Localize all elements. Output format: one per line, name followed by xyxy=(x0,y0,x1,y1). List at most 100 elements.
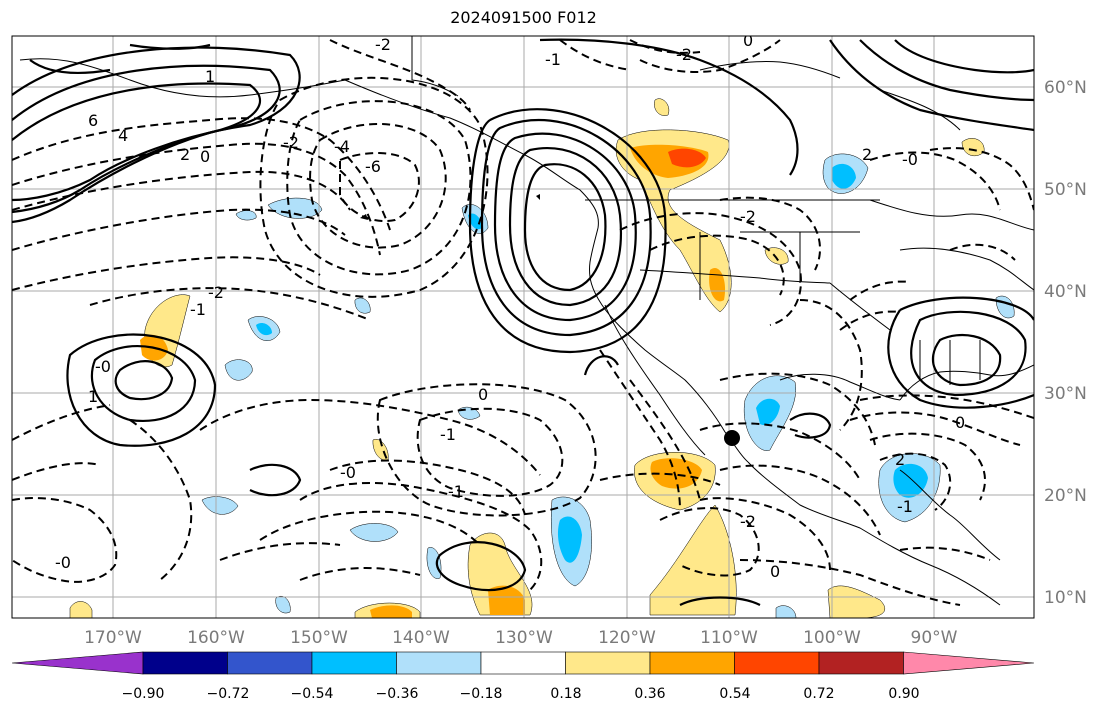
lat-tick-label: 40°N xyxy=(1044,282,1087,302)
contour-label: -2 xyxy=(283,133,299,152)
lon-tick-label: 130°W xyxy=(495,628,553,648)
contour-label: -0 xyxy=(95,357,111,376)
contour-label: -1 xyxy=(440,425,456,444)
colorbar-cell xyxy=(903,651,1035,675)
colorbar-label: 0.54 xyxy=(719,686,750,702)
contour-label: -1 xyxy=(545,50,561,69)
lon-tick-label: 100°W xyxy=(803,628,861,648)
contour-label: 0 xyxy=(478,385,488,404)
contour-label: -1 xyxy=(448,482,464,501)
contour-label: 0 xyxy=(200,147,210,166)
lon-tick-label: 170°W xyxy=(84,628,142,648)
anomaly-patch xyxy=(832,163,856,189)
colorbar-cell xyxy=(565,651,651,675)
colorbar-label: 0.90 xyxy=(888,686,919,702)
colorbar-label: −0.36 xyxy=(376,686,419,702)
contour-label: -4 xyxy=(334,137,350,156)
contour-label: 2 xyxy=(862,145,872,164)
colorbar-cell xyxy=(311,651,397,675)
colorbar-cell xyxy=(649,651,735,675)
contour-label: -2 xyxy=(375,35,391,54)
colorbar-cell xyxy=(734,651,820,675)
colorbar-cell xyxy=(227,651,313,675)
anomaly-patch xyxy=(267,197,323,219)
contour-label: 0 xyxy=(743,31,753,50)
lon-tick-label: 120°W xyxy=(598,628,656,648)
contour-label: -2 xyxy=(676,45,692,64)
colorbar-cells xyxy=(11,651,1035,675)
anomaly-patch xyxy=(468,213,482,230)
contour-label: 2 xyxy=(180,145,190,164)
lat-tick-label: 60°N xyxy=(1044,78,1087,98)
lon-tick-label: 90°W xyxy=(911,628,958,648)
anomaly-patch xyxy=(668,148,706,168)
contour-label: -2 xyxy=(208,283,224,302)
anomaly-patch xyxy=(256,322,272,336)
colorbar-cell xyxy=(818,651,904,675)
colorbar: −0.90 −0.72 −0.54 −0.36 −0.18 0.18 0.36 … xyxy=(11,651,1035,702)
small-features xyxy=(360,194,740,446)
colorbar-label: −0.72 xyxy=(207,686,250,702)
anomaly-patch xyxy=(354,297,371,314)
colorbar-label: −0.54 xyxy=(291,686,334,702)
anomaly-patch xyxy=(775,605,797,618)
lon-tick-label: 160°W xyxy=(187,628,245,648)
anomaly-patch xyxy=(488,585,525,615)
contour-label: -1 xyxy=(190,300,206,319)
anomaly-patch xyxy=(201,496,239,515)
lat-tick-label: 50°N xyxy=(1044,180,1087,200)
contour-label: -0 xyxy=(340,463,356,482)
colorbar-label: −0.18 xyxy=(460,686,503,702)
shaded-anomalies xyxy=(69,98,1015,618)
colorbar-cell xyxy=(11,651,144,675)
anomaly-patch xyxy=(756,398,780,426)
contour-label: 6 xyxy=(88,111,98,130)
colorbar-label: 0.18 xyxy=(550,686,581,702)
contour-labels: 6 4 2 0 -2 -4 -6 -2 -1 -2 1 0 -0 -1 -2 2… xyxy=(55,31,965,581)
contour-label: 2 xyxy=(895,450,905,469)
contour-label: -2 xyxy=(740,207,756,226)
contour-label: -2 xyxy=(740,512,756,531)
anomaly-patch xyxy=(654,98,670,116)
lat-tick-label: 10°N xyxy=(1044,588,1087,608)
lon-tick-label: 140°W xyxy=(392,628,450,648)
contour-label: -0 xyxy=(902,150,918,169)
anomaly-patch xyxy=(370,605,412,618)
anomaly-patch xyxy=(349,523,399,542)
anomaly-patch xyxy=(709,268,726,302)
colorbar-cell xyxy=(142,651,228,675)
anomaly-patch xyxy=(893,463,928,498)
contour-label: 4 xyxy=(118,126,128,145)
latitude-ticks: 60°N 50°N 40°N 30°N 20°N 10°N xyxy=(1044,78,1087,608)
anomaly-patch xyxy=(235,210,257,221)
anomaly-patch xyxy=(557,516,582,563)
anomaly-patch xyxy=(764,247,789,265)
map-area: 6 4 2 0 -2 -4 -6 -2 -1 -2 1 0 -0 -1 -2 2… xyxy=(12,31,1034,618)
contour-label: -6 xyxy=(365,157,381,176)
anomaly-patch xyxy=(426,547,442,579)
colorbar-labels: −0.90 −0.72 −0.54 −0.36 −0.18 0.18 0.36 … xyxy=(122,686,920,702)
lat-tick-label: 20°N xyxy=(1044,486,1087,506)
map-title: 2024091500 F012 xyxy=(450,8,597,27)
anomaly-patch xyxy=(650,458,702,489)
solid-contours xyxy=(12,38,1034,606)
colorbar-label: 0.36 xyxy=(634,686,665,702)
lon-tick-label: 150°W xyxy=(290,628,348,648)
contour-label: 1 xyxy=(205,67,215,86)
contour-label: 1 xyxy=(88,387,98,406)
colorbar-label: 0.72 xyxy=(803,686,834,702)
contour-label: -1 xyxy=(897,497,913,516)
lon-tick-label: 110°W xyxy=(700,628,758,648)
dashed-contours xyxy=(12,39,1034,606)
colorbar-label: −0.90 xyxy=(122,686,165,702)
map-frame xyxy=(11,35,1035,619)
anomaly-patch xyxy=(224,359,253,381)
colorbar-cell xyxy=(396,651,482,675)
lat-tick-label: 30°N xyxy=(1044,384,1087,404)
longitude-ticks: 170°W 160°W 150°W 140°W 130°W 120°W 110°… xyxy=(84,628,958,648)
colorbar-cell xyxy=(480,651,566,675)
contour-label: -0 xyxy=(55,553,71,572)
anomaly-patch xyxy=(69,601,93,618)
contour-label: 0 xyxy=(955,413,965,432)
